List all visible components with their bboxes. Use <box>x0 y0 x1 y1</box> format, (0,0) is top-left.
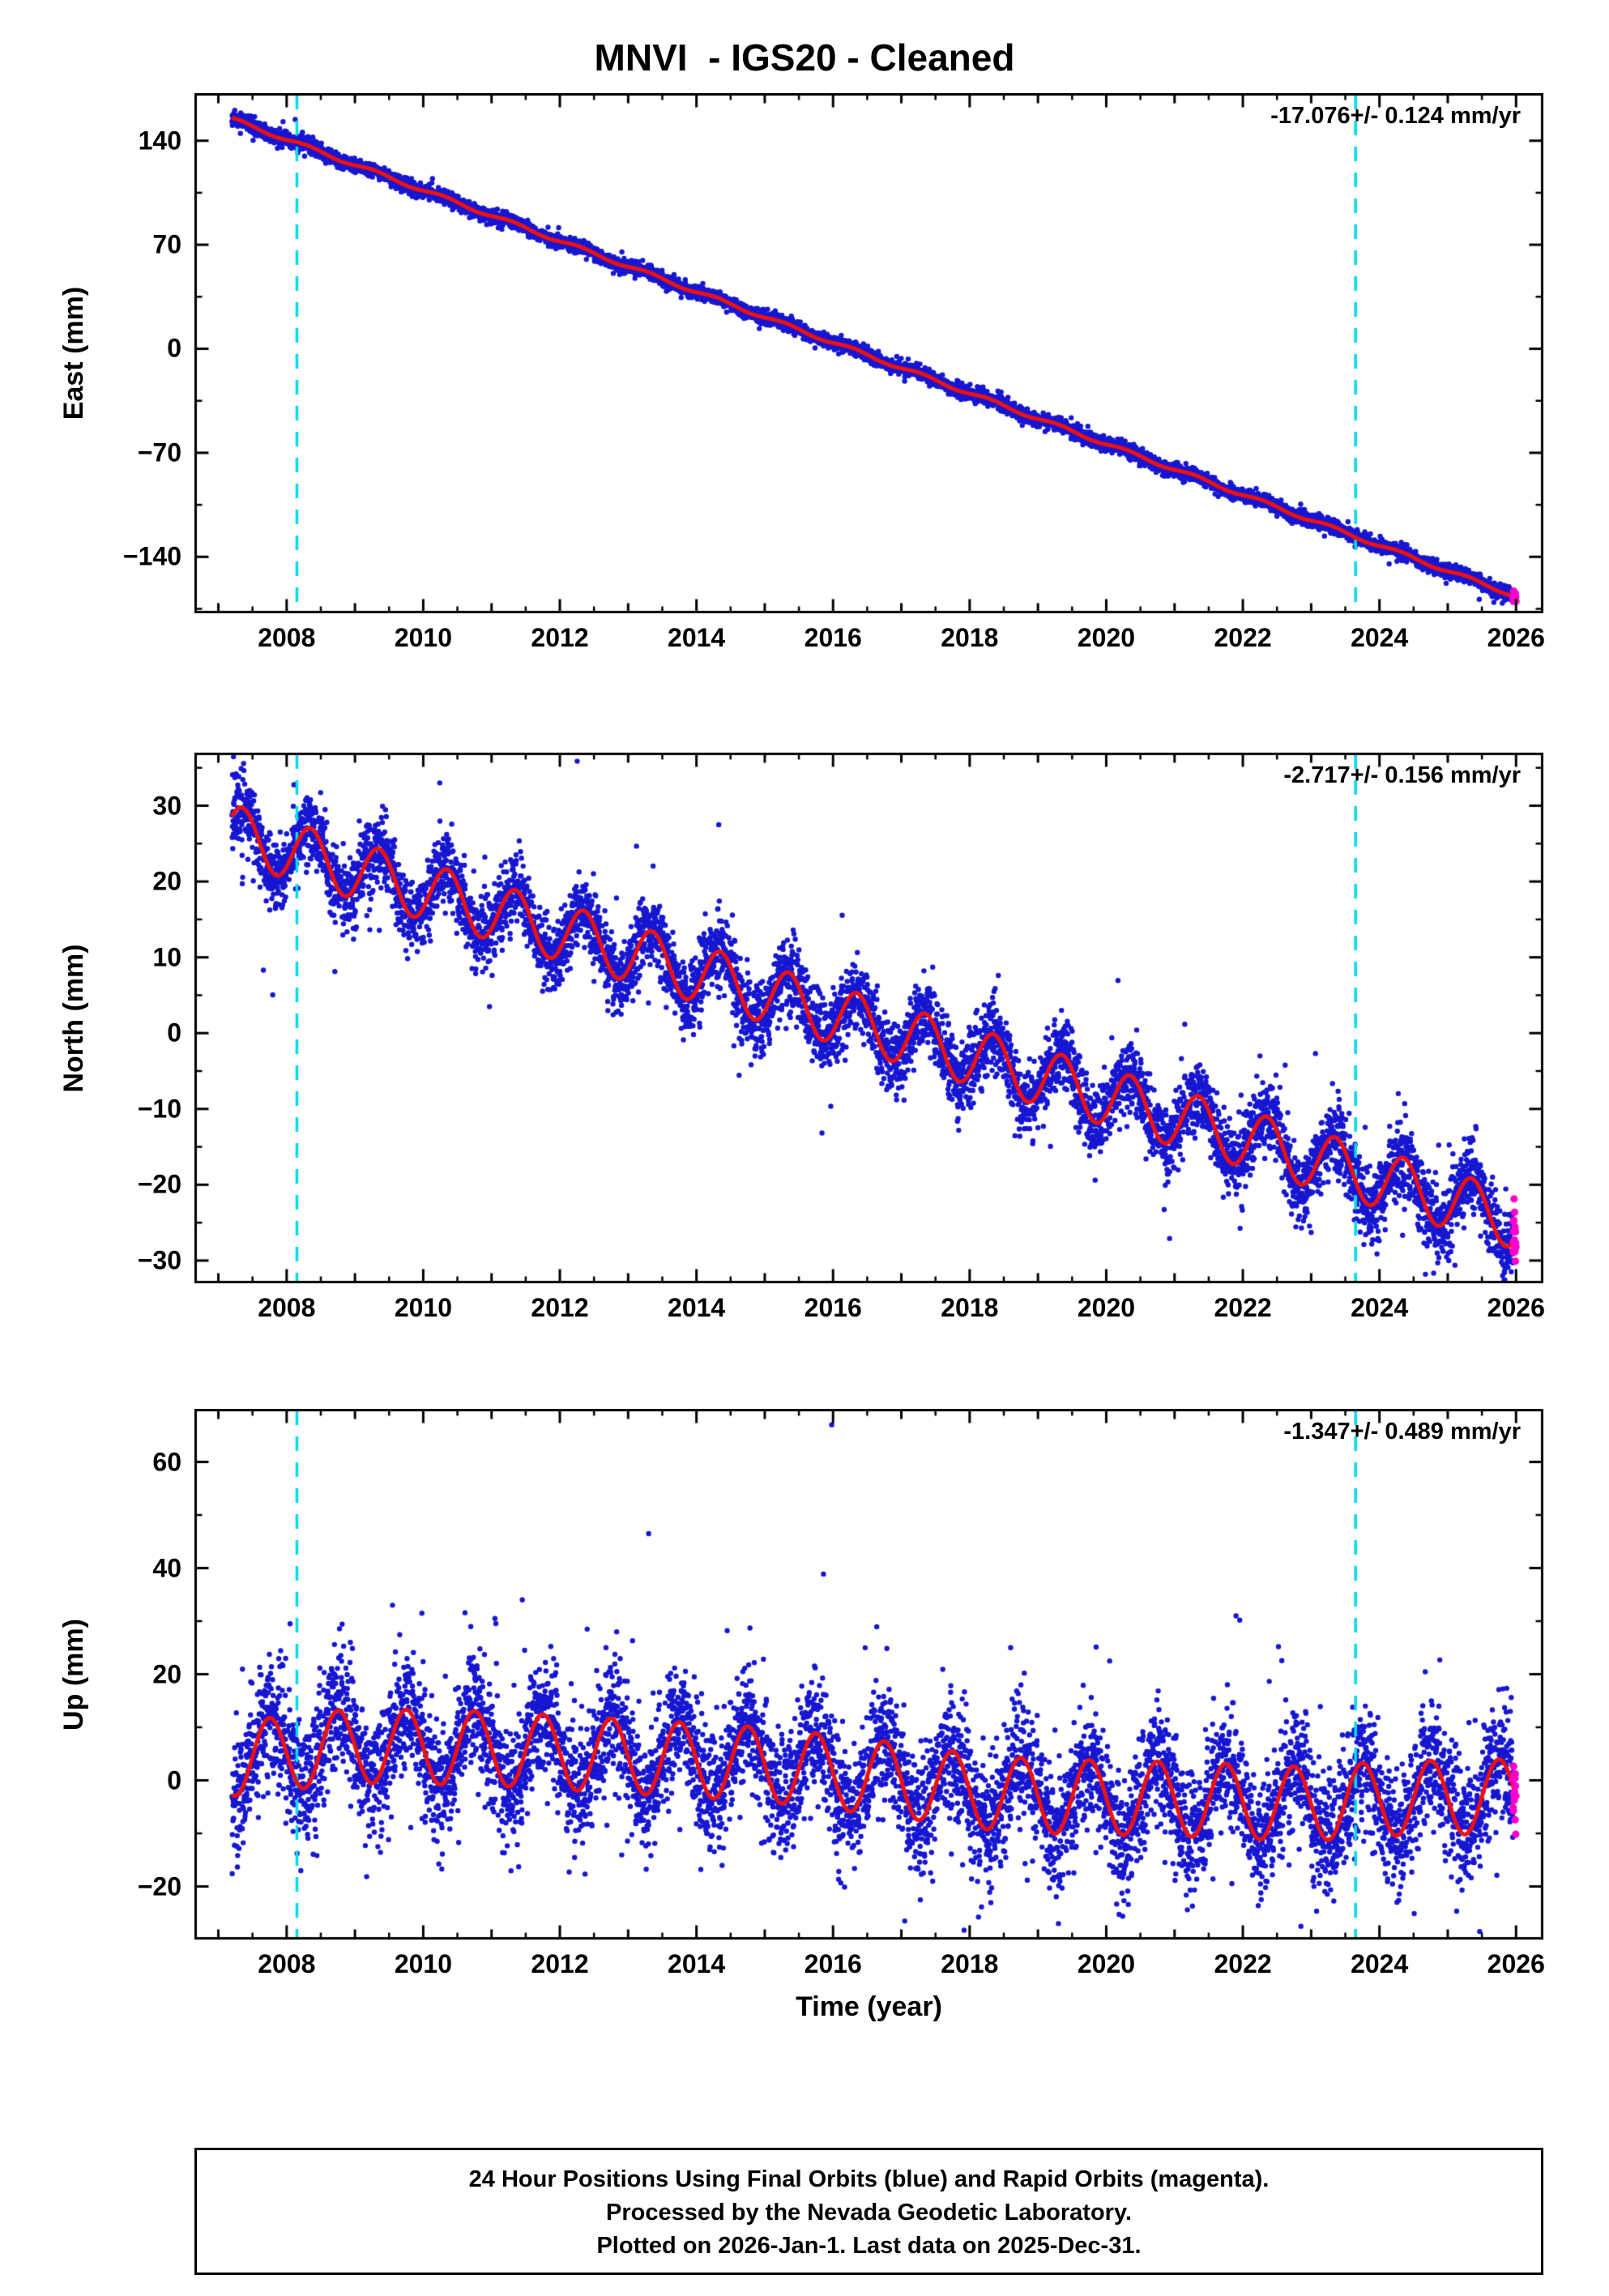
x-tick-label: 2012 <box>531 1949 589 1978</box>
x-tick-label: 2018 <box>941 1949 999 1978</box>
x-tick-label: 2014 <box>668 623 726 652</box>
up-axis-label: Up (mm) <box>58 1618 89 1731</box>
y-tick-label: −30 <box>137 1245 181 1275</box>
x-axis-title: Time (year) <box>796 1991 942 2022</box>
y-tick-label: −10 <box>137 1094 181 1124</box>
x-tick-label: 2024 <box>1351 1293 1409 1322</box>
up-rate-annotation: -1.347+/- 0.489 mm/yr <box>1283 1419 1521 1445</box>
x-tick-label: 2022 <box>1214 623 1272 652</box>
north-rate-annotation: -2.717+/- 0.156 mm/yr <box>1283 762 1521 788</box>
x-tick-label: 2018 <box>941 1293 999 1322</box>
east-rate-annotation: -17.076+/- 0.124 mm/yr <box>1270 103 1521 129</box>
east-axis-label: East (mm) <box>58 286 89 420</box>
x-tick-label: 2008 <box>258 1293 316 1322</box>
panel-east: East (mm) -17.076+/- 0.124 mm/yr 2008 201… <box>58 93 1545 652</box>
north-scatter-canvas <box>194 753 1543 1283</box>
x-tick-label: 2020 <box>1077 1293 1136 1322</box>
x-tick-label: 2026 <box>1487 1949 1545 1978</box>
x-tick-label: 2010 <box>394 1949 452 1978</box>
x-tick-label: 2018 <box>941 623 999 652</box>
x-tick-label: 2026 <box>1487 1293 1545 1322</box>
y-tick-label: 20 <box>152 866 181 896</box>
footer-line-3: Plotted on 2026-Jan-1. Last data on 2025… <box>596 2233 1142 2259</box>
y-tick-label: 60 <box>152 1447 181 1476</box>
panel-north: North (mm) -2.717+/- 0.156 mm/yr 2008 201… <box>58 753 1545 1322</box>
x-tick-label: 2010 <box>394 1293 452 1322</box>
x-tick-label: 2020 <box>1077 1949 1136 1978</box>
y-tick-label: 0 <box>167 1765 181 1795</box>
x-tick-label: 2022 <box>1214 1293 1272 1322</box>
footer-note: 24 Hour Positions Using Final Orbits (bl… <box>194 2148 1543 2275</box>
x-tick-label: 2014 <box>668 1293 726 1322</box>
y-tick-label: −70 <box>137 437 181 467</box>
footer-line-1: 24 Hour Positions Using Final Orbits (bl… <box>468 2166 1270 2192</box>
footer-line-2: Processed by the Nevada Geodetic Laborat… <box>606 2200 1132 2226</box>
x-tick-label: 2016 <box>804 1293 862 1322</box>
x-tick-label: 2016 <box>804 623 862 652</box>
x-tick-label: 2012 <box>531 623 589 652</box>
figure-title: MNVI - IGS20 - Cleaned <box>594 36 1015 79</box>
x-tick-label: 2008 <box>258 623 316 652</box>
y-tick-label: 140 <box>138 126 181 156</box>
x-tick-label: 2014 <box>668 1949 726 1978</box>
x-tick-label: 2010 <box>394 623 452 652</box>
y-tick-label: 20 <box>152 1659 181 1688</box>
x-tick-label: 2024 <box>1351 1949 1409 1978</box>
y-tick-label: −20 <box>137 1871 181 1901</box>
y-tick-label: 30 <box>152 791 181 820</box>
y-tick-label: 40 <box>152 1553 181 1582</box>
north-axis-label: North (mm) <box>58 943 89 1093</box>
x-tick-label: 2020 <box>1077 623 1136 652</box>
x-tick-label: 2026 <box>1487 623 1545 652</box>
x-tick-label: 2016 <box>804 1949 862 1978</box>
panel-up: Up (mm) -1.347+/- 0.489 mm/yr 2008 2010 20… <box>58 1409 1545 1978</box>
east-scatter-canvas <box>194 93 1543 613</box>
y-tick-label: 70 <box>152 229 181 259</box>
x-tick-label: 2008 <box>258 1949 316 1978</box>
x-tick-label: 2024 <box>1351 623 1409 652</box>
x-tick-label: 2022 <box>1214 1949 1272 1978</box>
x-tick-label: 2012 <box>531 1293 589 1322</box>
y-tick-label: −20 <box>137 1169 181 1199</box>
y-tick-label: −140 <box>122 541 181 571</box>
up-scatter-canvas <box>194 1409 1543 1940</box>
y-tick-label: 0 <box>167 333 181 363</box>
y-tick-label: 0 <box>167 1018 181 1048</box>
y-tick-label: 10 <box>152 942 181 972</box>
